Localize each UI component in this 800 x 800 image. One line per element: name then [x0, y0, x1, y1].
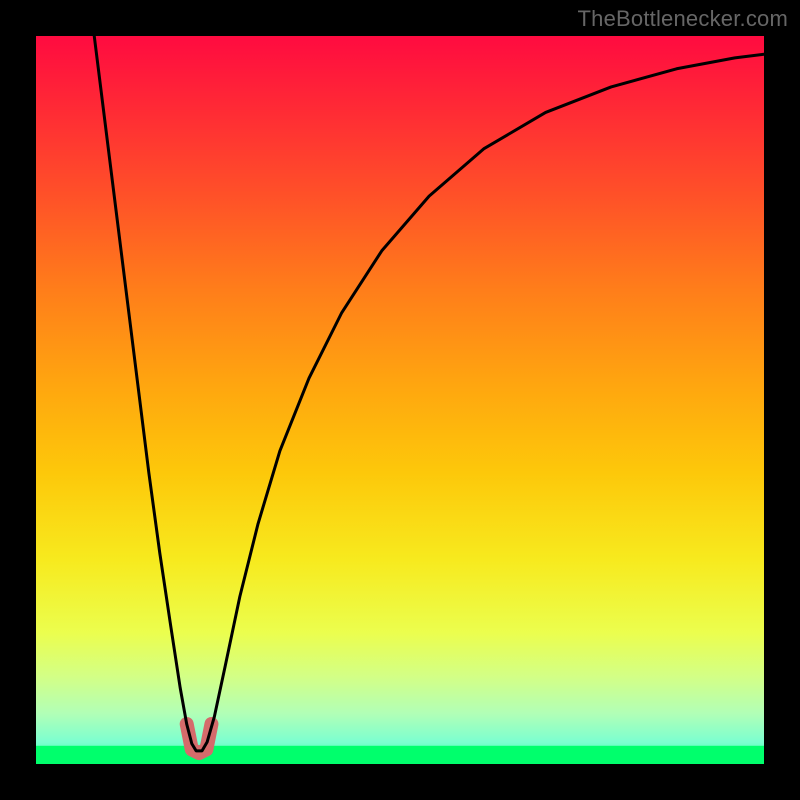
watermark-text: TheBottlenecker.com — [578, 6, 788, 32]
gradient-background — [36, 36, 764, 764]
chart-frame: TheBottlenecker.com — [0, 0, 800, 800]
plot-area — [36, 36, 764, 764]
bottleneck-chart — [36, 36, 764, 764]
baseline-band — [36, 746, 764, 764]
